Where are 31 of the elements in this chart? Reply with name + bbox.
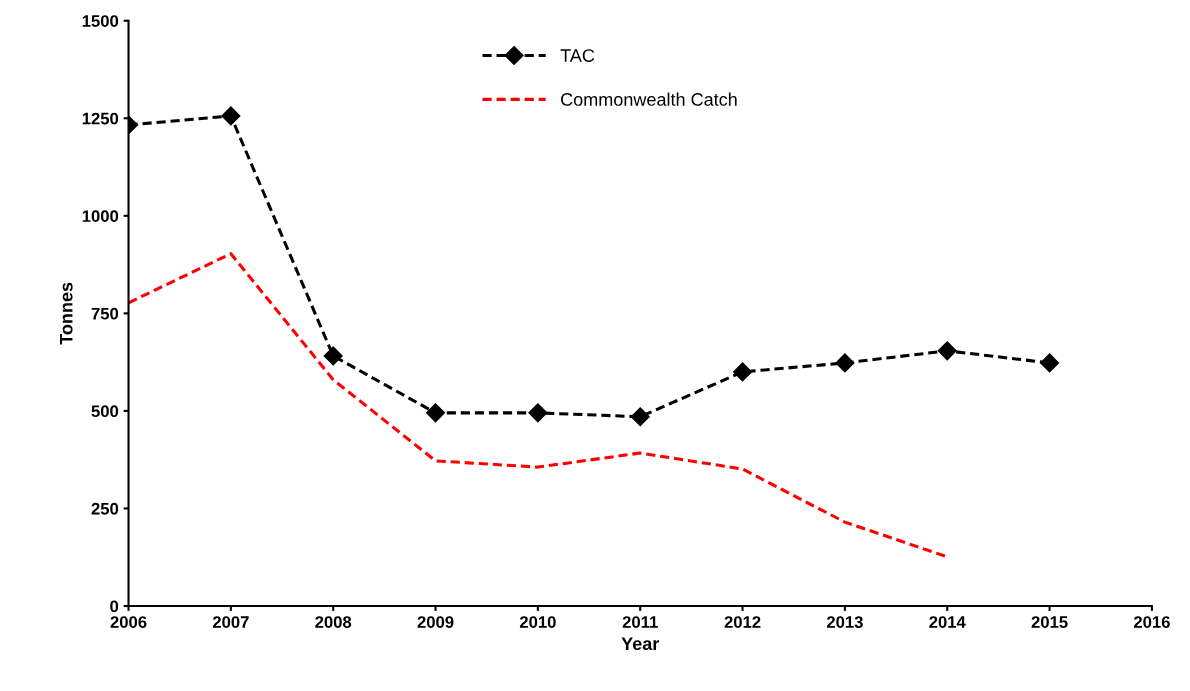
y-tick-label: 750 — [91, 307, 119, 320]
x-tick-label: 2009 — [417, 616, 454, 628]
x-axis-title: Year — [621, 637, 660, 651]
x-tick-label: 2011 — [622, 616, 658, 628]
point — [835, 353, 855, 373]
x-tick-label: 2007 — [212, 616, 249, 628]
x-tick-label: 2015 — [1031, 616, 1068, 628]
point — [323, 346, 343, 366]
x-tick-label: 2012 — [724, 616, 761, 628]
x-tick-label: 2014 — [929, 616, 966, 628]
point — [528, 403, 548, 423]
point — [630, 407, 650, 427]
point — [1040, 353, 1060, 373]
y-tick-label: 0 — [110, 600, 119, 613]
y-tick-label: 250 — [91, 502, 119, 515]
x-tick-label: 2013 — [826, 616, 863, 628]
x-tick-label: 2008 — [315, 616, 352, 628]
y-tick-label: 1500 — [82, 15, 119, 27]
point — [221, 106, 241, 126]
y-tick-label: 1250 — [82, 112, 119, 125]
x-tick-label: 2010 — [519, 616, 556, 628]
legend-label: TAC — [560, 49, 595, 62]
y-axis-title: Tonnes — [60, 282, 73, 345]
y-tick-label: 1000 — [82, 210, 119, 223]
legend-label: Commonwealth Catch — [561, 92, 737, 106]
point — [426, 403, 446, 423]
y-tick-label: 500 — [91, 405, 119, 418]
point — [733, 362, 753, 382]
x-tick-label: 2016 — [1133, 616, 1170, 628]
x-tick-label: 2006 — [110, 616, 147, 628]
point — [937, 341, 957, 361]
